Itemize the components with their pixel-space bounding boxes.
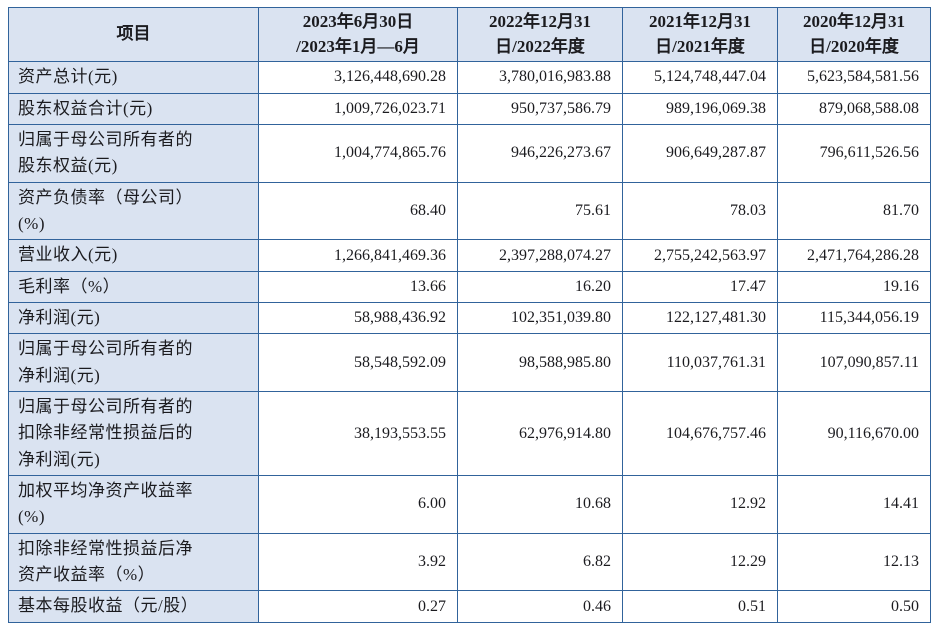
financial-indicators-table: 项目 2023年6月30日 /2023年1月—6月 2022年12月31 日/2… [8,6,931,623]
value-cell: 6.82 [457,532,623,592]
financial-table: 项目 2023年6月30日 /2023年1月—6月 2022年12月31 日/2… [8,6,931,623]
value-cell: 110,037,761.31 [622,333,778,393]
value-cell: 3,126,448,690.28 [258,61,458,94]
value-cell: 2,755,242,563.97 [622,239,778,272]
row-label-cell: 毛利率（%） [8,270,259,304]
table-row: 归属于母公司所有者的 扣除非经常性损益后的 净利润(元) 38,193,553.… [8,391,931,477]
value-cell: 16.20 [457,270,623,304]
table-row: 营业收入(元) 1,266,841,469.36 2,397,288,074.2… [8,239,931,272]
value-cell: 0.27 [258,590,458,623]
table-row: 扣除非经常性损益后净 资产收益率（%） 3.92 6.82 12.29 12.1… [8,532,931,592]
header-period-2023: 2023年6月30日 /2023年1月—6月 [258,6,458,63]
value-cell: 12.92 [622,475,778,534]
value-cell: 1,004,774,865.76 [258,123,458,183]
value-cell: 950,737,586.79 [457,92,623,125]
row-label-cell: 归属于母公司所有者的 扣除非经常性损益后的 净利润(元) [8,391,259,477]
value-cell: 796,611,526.56 [777,123,931,183]
header-row: 项目 2023年6月30日 /2023年1月—6月 2022年12月31 日/2… [8,6,931,63]
value-cell: 90,116,670.00 [777,391,931,477]
table-row: 归属于母公司所有者的 股东权益(元) 1,004,774,865.76 946,… [8,123,931,183]
row-label-cell: 净利润(元) [8,302,259,335]
value-cell: 17.47 [622,270,778,304]
value-cell: 1,266,841,469.36 [258,239,458,272]
value-cell: 98,588,985.80 [457,333,623,393]
header-period-2020: 2020年12月31 日/2020年度 [777,6,931,63]
row-label-cell: 基本每股收益（元/股） [8,590,259,623]
value-cell: 12.29 [622,532,778,592]
row-label-cell: 资产总计(元) [8,61,259,94]
table-row: 资产负债率（母公司） (%) 68.40 75.61 78.03 81.70 [8,181,931,241]
value-cell: 14.41 [777,475,931,534]
table-row: 毛利率（%） 13.66 16.20 17.47 19.16 [8,270,931,304]
value-cell: 13.66 [258,270,458,304]
row-label-cell: 扣除非经常性损益后净 资产收益率（%） [8,532,259,592]
row-label-cell: 营业收入(元) [8,239,259,272]
value-cell: 0.46 [457,590,623,623]
table-row: 资产总计(元) 3,126,448,690.28 3,780,016,983.8… [8,61,931,94]
value-cell: 58,548,592.09 [258,333,458,393]
value-cell: 62,976,914.80 [457,391,623,477]
value-cell: 12.13 [777,532,931,592]
table-row: 基本每股收益（元/股） 0.27 0.46 0.51 0.50 [8,590,931,623]
value-cell: 75.61 [457,181,623,241]
value-cell: 946,226,273.67 [457,123,623,183]
value-cell: 19.16 [777,270,931,304]
value-cell: 122,127,481.30 [622,302,778,335]
table-row: 加权平均净资产收益率 (%) 6.00 10.68 12.92 14.41 [8,475,931,534]
header-period-2022: 2022年12月31 日/2022年度 [457,6,623,63]
row-label-cell: 资产负债率（母公司） (%) [8,181,259,241]
table-row: 净利润(元) 58,988,436.92 102,351,039.80 122,… [8,302,931,335]
row-label-cell: 股东权益合计(元) [8,92,259,125]
row-label-cell: 归属于母公司所有者的 股东权益(元) [8,123,259,183]
header-item: 项目 [8,6,259,63]
value-cell: 0.50 [777,590,931,623]
value-cell: 78.03 [622,181,778,241]
value-cell: 104,676,757.46 [622,391,778,477]
table-row: 股东权益合计(元) 1,009,726,023.71 950,737,586.7… [8,92,931,125]
value-cell: 906,649,287.87 [622,123,778,183]
table-row: 归属于母公司所有者的 净利润(元) 58,548,592.09 98,588,9… [8,333,931,393]
value-cell: 3.92 [258,532,458,592]
row-label-cell: 归属于母公司所有者的 净利润(元) [8,333,259,393]
value-cell: 2,471,764,286.28 [777,239,931,272]
value-cell: 38,193,553.55 [258,391,458,477]
value-cell: 68.40 [258,181,458,241]
value-cell: 102,351,039.80 [457,302,623,335]
value-cell: 58,988,436.92 [258,302,458,335]
value-cell: 115,344,056.19 [777,302,931,335]
value-cell: 5,124,748,447.04 [622,61,778,94]
value-cell: 989,196,069.38 [622,92,778,125]
value-cell: 879,068,588.08 [777,92,931,125]
value-cell: 5,623,584,581.56 [777,61,931,94]
value-cell: 1,009,726,023.71 [258,92,458,125]
value-cell: 10.68 [457,475,623,534]
value-cell: 0.51 [622,590,778,623]
value-cell: 2,397,288,074.27 [457,239,623,272]
value-cell: 81.70 [777,181,931,241]
row-label-cell: 加权平均净资产收益率 (%) [8,475,259,534]
value-cell: 6.00 [258,475,458,534]
value-cell: 107,090,857.11 [777,333,931,393]
header-period-2021: 2021年12月31 日/2021年度 [622,6,778,63]
value-cell: 3,780,016,983.88 [457,61,623,94]
